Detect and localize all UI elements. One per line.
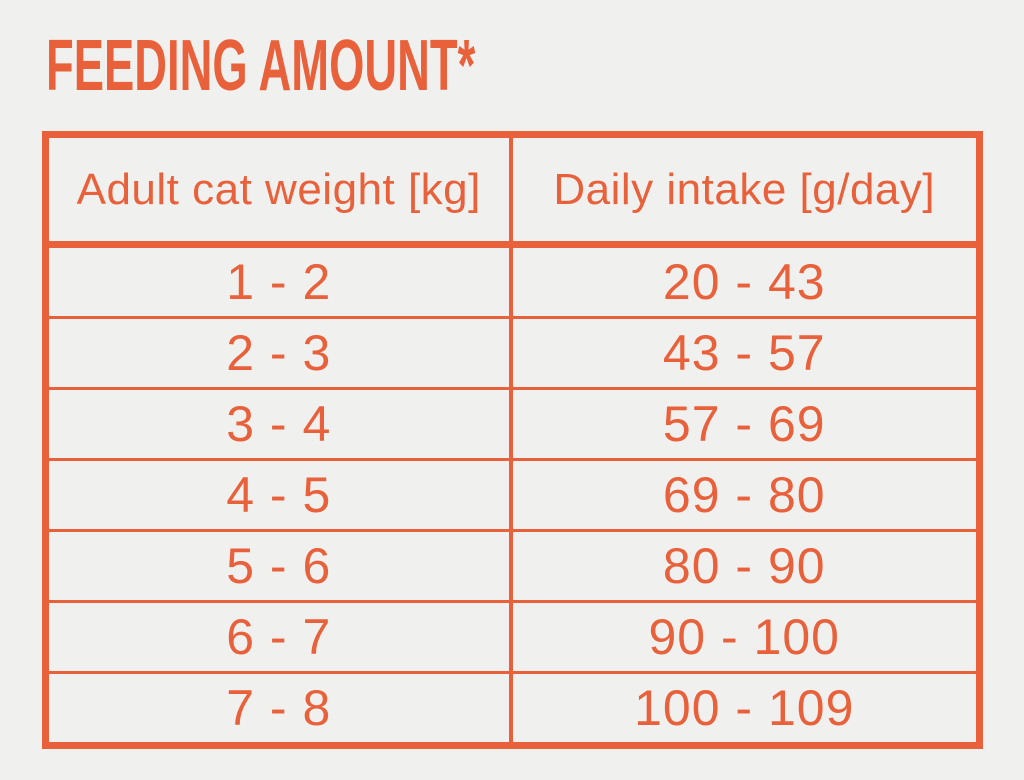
table-row: 5 - 6 80 - 90	[49, 529, 976, 600]
table-header-row: Adult cat weight [kg] Daily intake [g/da…	[49, 138, 976, 248]
table-row: 7 - 8 100 - 109	[49, 671, 976, 742]
column-header-intake: Daily intake [g/day]	[512, 138, 976, 248]
page-title: FEEDING AMOUNT*	[46, 30, 727, 102]
intake-cell: 57 - 69	[512, 387, 976, 458]
page-title-text: FEEDING AMOUNT*	[46, 26, 476, 106]
intake-cell: 69 - 80	[512, 458, 976, 529]
intake-cell: 100 - 109	[512, 671, 976, 742]
weight-cell: 1 - 2	[49, 248, 513, 316]
weight-cell: 6 - 7	[49, 600, 513, 671]
intake-cell: 43 - 57	[512, 316, 976, 387]
table-row: 2 - 3 43 - 57	[49, 316, 976, 387]
intake-cell: 80 - 90	[512, 529, 976, 600]
intake-cell: 90 - 100	[512, 600, 976, 671]
weight-cell: 4 - 5	[49, 458, 513, 529]
weight-cell: 5 - 6	[49, 529, 513, 600]
table-row: 4 - 5 69 - 80	[49, 458, 976, 529]
table-row: 6 - 7 90 - 100	[49, 600, 976, 671]
table-row: 3 - 4 57 - 69	[49, 387, 976, 458]
weight-cell: 3 - 4	[49, 387, 513, 458]
weight-cell: 7 - 8	[49, 671, 513, 742]
table-row: 1 - 2 20 - 43	[49, 248, 976, 316]
intake-cell: 20 - 43	[662, 254, 826, 310]
feeding-amount-table: Adult cat weight [kg] Daily intake [g/da…	[42, 131, 983, 749]
column-header-weight: Adult cat weight [kg]	[49, 138, 513, 248]
weight-cell: 2 - 3	[49, 316, 513, 387]
